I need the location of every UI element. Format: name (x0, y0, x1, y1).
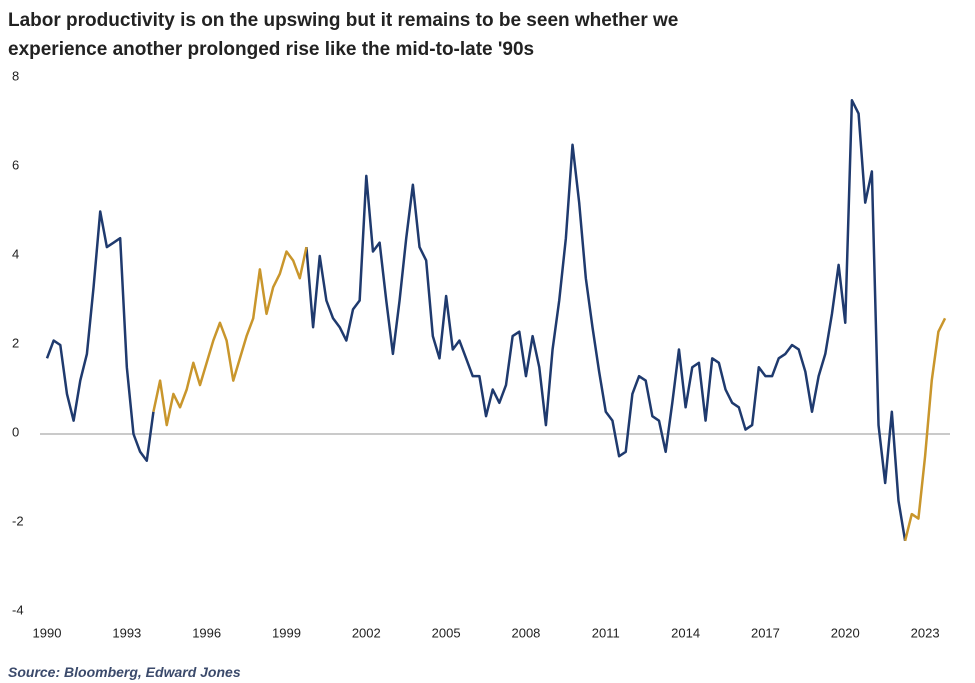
y-tick-label: 0 (12, 424, 19, 439)
x-tick-label: 1990 (33, 625, 62, 640)
y-tick-label: 6 (12, 157, 19, 172)
data-line (305, 99, 907, 542)
data-line (903, 317, 947, 542)
x-tick-label: 2005 (432, 625, 461, 640)
x-tick-label: 1999 (272, 625, 301, 640)
source-note: Source: Bloomberg, Edward Jones (8, 664, 241, 680)
y-tick-label: 2 (12, 335, 19, 350)
x-tick-label: 1993 (112, 625, 141, 640)
x-tick-label: 2014 (671, 625, 700, 640)
data-line (45, 210, 155, 462)
y-tick-label: 4 (12, 246, 19, 261)
x-tick-label: 2002 (352, 625, 381, 640)
x-tick-label: 2017 (751, 625, 780, 640)
y-tick-label: -4 (12, 602, 24, 617)
data-line (152, 246, 308, 427)
x-tick-label: 2023 (911, 625, 940, 640)
chart: -4 -2 0 2 4 6 8 1990 1993 1996 1999 2002 2005 2008 201… (12, 68, 950, 640)
x-tick-label: 2020 (831, 625, 860, 640)
x-tick-label: 1996 (192, 625, 221, 640)
x-tick-label: 2008 (511, 625, 540, 640)
chart-title: Labor productivity is on the upswing but… (8, 10, 679, 60)
y-tick-label: 8 (12, 68, 19, 83)
y-tick-label: -2 (12, 513, 24, 528)
x-tick-label: 2011 (592, 625, 620, 640)
